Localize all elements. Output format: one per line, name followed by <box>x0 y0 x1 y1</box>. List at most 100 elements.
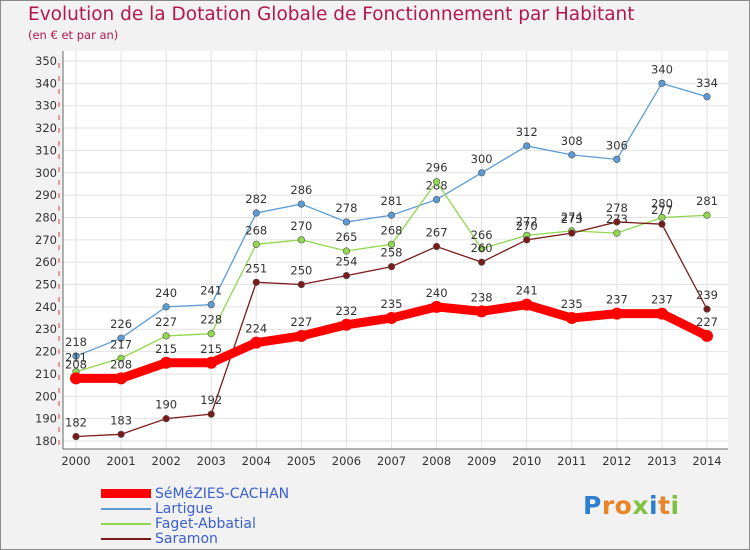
y-tick-label: 240 <box>35 300 57 314</box>
data-label-saramon: 270 <box>516 219 538 233</box>
data-label-lartigue: 240 <box>155 286 177 300</box>
legend-swatch <box>101 508 151 510</box>
data-point-s-m-zies-cachan <box>340 318 353 331</box>
data-point-s-m-zies-cachan <box>385 312 398 325</box>
data-point-saramon <box>162 415 170 423</box>
data-label-s-m-zies-cachan: 215 <box>200 342 222 356</box>
data-point-lartigue <box>297 200 305 208</box>
data-point-s-m-zies-cachan <box>295 329 308 342</box>
legend-swatch <box>101 523 151 525</box>
data-label-lartigue: 340 <box>651 62 673 76</box>
data-label-faget-abbatial: 227 <box>155 315 177 329</box>
data-label-saramon: 250 <box>290 264 312 278</box>
data-label-lartigue: 334 <box>696 76 718 90</box>
y-tick-label: 350 <box>35 54 57 68</box>
data-label-saramon: 192 <box>200 393 222 407</box>
data-label-s-m-zies-cachan: 238 <box>471 290 493 304</box>
data-point-saramon <box>252 278 260 286</box>
x-tick-label: 2005 <box>287 454 316 468</box>
data-point-faget-abbatial <box>432 178 441 186</box>
y-tick-label: 310 <box>35 143 57 157</box>
data-point-lartigue <box>162 303 170 311</box>
legend-swatch <box>101 489 151 498</box>
data-point-saramon <box>207 410 215 418</box>
data-label-s-m-zies-cachan: 240 <box>426 286 448 300</box>
y-tick-label: 260 <box>35 255 57 269</box>
data-label-saramon: 258 <box>381 246 403 260</box>
data-point-lartigue <box>117 334 125 342</box>
data-point-saramon <box>342 271 351 280</box>
data-point-saramon <box>478 258 486 266</box>
chart-subtitle: (en € et par an) <box>28 28 119 42</box>
y-tick-label: 300 <box>35 166 57 180</box>
legend-label: Faget-Abbatial <box>155 516 256 532</box>
data-point-faget-abbatial <box>207 330 215 338</box>
data-label-s-m-zies-cachan: 235 <box>381 297 403 311</box>
data-label-s-m-zies-cachan: 235 <box>561 297 583 311</box>
y-tick-label: 290 <box>35 188 57 202</box>
data-label-lartigue: 226 <box>110 317 132 331</box>
data-point-saramon <box>568 229 576 237</box>
data-label-lartigue: 281 <box>381 194 403 208</box>
data-label-saramon: 183 <box>110 413 132 427</box>
data-label-s-m-zies-cachan: 237 <box>606 293 628 307</box>
data-point-s-m-zies-cachan <box>701 329 713 342</box>
data-label-saramon: 251 <box>245 261 267 275</box>
data-point-saramon <box>703 305 711 313</box>
legend-label: Saramon <box>155 531 218 547</box>
data-point-faget-abbatial <box>252 240 260 248</box>
data-point-lartigue <box>568 151 576 159</box>
data-label-s-m-zies-cachan: 208 <box>65 357 87 371</box>
data-point-s-m-zies-cachan <box>115 372 128 385</box>
data-label-saramon: 260 <box>471 241 493 255</box>
x-tick-label: 2012 <box>602 454 631 468</box>
data-point-s-m-zies-cachan <box>610 307 623 320</box>
data-label-faget-abbatial: 268 <box>245 223 267 237</box>
data-label-lartigue: 312 <box>516 125 538 139</box>
data-point-faget-abbatial <box>478 245 486 253</box>
y-tick-label: 250 <box>35 278 57 292</box>
x-tick-label: 2009 <box>467 454 496 468</box>
y-tick-label: 320 <box>35 121 57 135</box>
legend-swatch <box>101 538 151 540</box>
data-point-lartigue <box>207 301 215 309</box>
x-tick-label: 2001 <box>106 454 135 468</box>
data-point-faget-abbatial <box>703 211 711 219</box>
data-point-faget-abbatial <box>342 247 351 255</box>
data-label-faget-abbatial: 280 <box>651 196 673 210</box>
data-label-faget-abbatial: 281 <box>696 194 718 208</box>
data-point-faget-abbatial <box>162 332 170 340</box>
y-tick-label: 340 <box>35 76 57 90</box>
data-label-s-m-zies-cachan: 227 <box>696 315 718 329</box>
data-point-lartigue <box>432 195 441 204</box>
chart-title: Evolution de la Dotation Globale de Fonc… <box>28 4 635 25</box>
data-label-lartigue: 282 <box>245 192 267 206</box>
x-tick-label: 2008 <box>422 454 451 468</box>
data-point-faget-abbatial <box>297 236 305 244</box>
data-label-saramon: 190 <box>155 398 177 412</box>
x-tick-label: 2004 <box>242 454 271 468</box>
x-tick-label: 2013 <box>647 454 676 468</box>
data-label-saramon: 278 <box>606 201 628 215</box>
data-point-saramon <box>117 430 125 438</box>
data-label-faget-abbatial: 265 <box>335 230 357 244</box>
data-label-saramon: 254 <box>335 255 357 269</box>
y-tick-label: 330 <box>35 99 57 113</box>
data-label-faget-abbatial: 296 <box>426 161 448 175</box>
data-point-saramon <box>613 218 621 226</box>
data-point-lartigue <box>658 79 666 87</box>
data-point-lartigue <box>387 211 396 219</box>
data-point-faget-abbatial <box>613 229 621 237</box>
data-label-faget-abbatial: 274 <box>561 210 583 224</box>
data-point-lartigue <box>703 93 711 101</box>
data-label-saramon: 273 <box>561 212 583 226</box>
data-label-saramon: 239 <box>696 288 718 302</box>
data-point-saramon <box>523 236 531 244</box>
y-tick-label: 270 <box>35 233 57 247</box>
data-point-saramon <box>432 242 441 251</box>
data-point-s-m-zies-cachan <box>430 300 443 313</box>
y-tick-label: 280 <box>35 210 57 224</box>
y-tick-label: 200 <box>35 389 57 403</box>
x-tick-label: 2002 <box>152 454 181 468</box>
